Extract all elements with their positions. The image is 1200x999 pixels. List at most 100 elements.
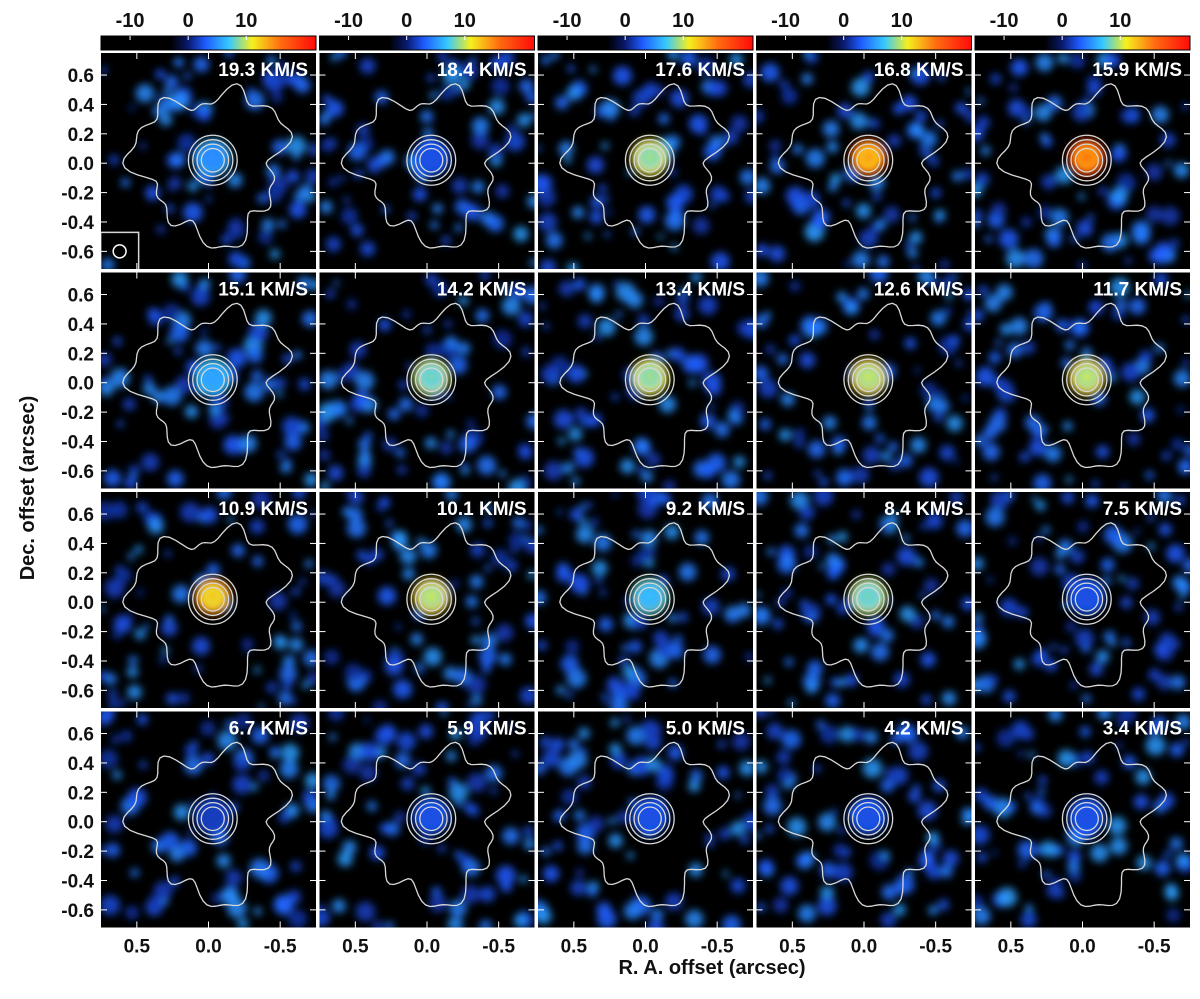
continuum-contour: [851, 143, 885, 178]
panel-ticks: [756, 711, 972, 928]
continuum-contour: [192, 797, 234, 840]
colorbar-tick-label: -10: [990, 10, 1019, 32]
noise-emission: [319, 53, 535, 267]
colorbar-tick-label: 10: [235, 10, 257, 32]
velocity-label: 11.7 KM/S: [1093, 280, 1182, 301]
noise-emission: [101, 492, 316, 708]
continuum-contour: [847, 358, 890, 401]
beam-box: [101, 231, 140, 269]
panel-ticks: [319, 272, 535, 489]
x-tick-label: -0.5: [701, 937, 734, 958]
continuum-contour: [187, 354, 238, 406]
continuum-contour: [187, 134, 238, 186]
continuum-contour: [419, 586, 444, 612]
y-tick-label: -0.4: [61, 871, 94, 892]
velocity-label: 15.9 KM/S: [1092, 60, 1182, 81]
envelope-contour: [777, 522, 949, 688]
velocity-label: 8.4 KM/S: [884, 499, 963, 520]
panel-ticks: [756, 272, 972, 489]
panel-ticks: [101, 492, 316, 708]
envelope-contour: [996, 741, 1168, 908]
noise-emission: [975, 711, 1190, 928]
colorbar-gradient: [974, 35, 1191, 51]
y-tick-label: -0.4: [61, 213, 94, 234]
x-tick-label: 0.5: [124, 937, 151, 958]
continuum-contour: [192, 578, 234, 621]
continuum-contour: [414, 362, 448, 397]
central-emission: [1068, 797, 1105, 834]
x-tick-label: -0.5: [1138, 937, 1171, 958]
continuum-contour: [200, 806, 225, 832]
continuum-contour: [406, 793, 457, 845]
channel-panels: 19.3 KM/S 18.4 KM/S 17.6 KM/S 16.8 KM/S 15.9…: [101, 53, 1190, 928]
x-tick-label: 0.5: [779, 937, 806, 958]
continuum-contour: [192, 358, 234, 401]
y-tick-label: -0.2: [61, 623, 94, 644]
continuum-contour: [410, 139, 453, 182]
velocity-label: 15.1 KM/S: [218, 280, 308, 301]
x-tick-label: 0.0: [851, 937, 877, 958]
channel-panel: 14.2 KM/S: [319, 272, 535, 489]
envelope-contour: [996, 522, 1168, 688]
y-tick-label: -0.6: [61, 242, 94, 263]
continuum-contour: [856, 367, 881, 393]
central-emission: [194, 797, 231, 834]
continuum-contour: [637, 367, 662, 393]
y-tick-label: -0.2: [61, 184, 94, 205]
envelope-contour: [340, 522, 512, 688]
channel-panel: 8.4 KM/S: [756, 492, 972, 708]
continuum-contour: [200, 147, 225, 173]
continuum-contour: [843, 573, 894, 625]
continuum-contour: [856, 147, 881, 173]
continuum-contour: [633, 362, 667, 397]
central-emission: [850, 139, 887, 176]
envelope-contour: [122, 302, 294, 469]
y-axis-label: Dec. offset (arcsec): [17, 396, 39, 581]
noise-emission: [975, 272, 1190, 489]
velocity-label: 5.0 KM/S: [666, 719, 745, 740]
continuum-contour: [187, 793, 238, 845]
envelope-contour: [122, 522, 294, 688]
central-emission: [1068, 358, 1105, 395]
central-emission: [1068, 578, 1105, 615]
noise-emission: [756, 53, 972, 269]
central-emission: [194, 578, 231, 615]
noise-emission: [101, 272, 316, 489]
channel-panel: 17.6 KM/S: [538, 53, 753, 269]
central-emission: [631, 797, 668, 834]
continuum-contour: [200, 586, 225, 612]
envelope-contour: [340, 302, 512, 469]
continuum-contour: [629, 139, 671, 182]
continuum-contour: [624, 573, 675, 625]
panel-ticks: [975, 711, 1190, 928]
central-emission: [413, 578, 450, 615]
continuum-contour: [196, 143, 230, 178]
panel-ticks: [319, 53, 535, 269]
channel-panel: 15.1 KM/S: [101, 272, 316, 489]
colorbar-tick-label: 10: [672, 10, 694, 32]
continuum-contour: [196, 801, 230, 836]
y-tick-label: 0.2: [68, 125, 94, 146]
y-tick-label: 0.4: [68, 95, 95, 116]
central-emission: [850, 578, 887, 615]
colorbar-tick-label: 10: [1109, 10, 1131, 32]
continuum-contour: [633, 143, 667, 178]
y-tick-label: -0.4: [61, 432, 94, 453]
channel-panel: 9.2 KM/S: [538, 492, 753, 708]
continuum-contour: [856, 586, 881, 612]
colorbar: -10 0 10: [319, 10, 535, 51]
envelope-contour: [559, 83, 731, 249]
central-emission: [631, 578, 668, 615]
continuum-contour: [843, 793, 894, 845]
panel-ticks: [538, 492, 753, 708]
velocity-label: 19.3 KM/S: [218, 60, 308, 81]
channel-panel: 3.4 KM/S: [975, 711, 1190, 928]
panel-ticks: [975, 272, 1190, 489]
continuum-contour: [414, 143, 448, 178]
continuum-contour: [406, 134, 457, 186]
continuum-contour: [637, 806, 662, 832]
colorbar-tick-label: 0: [401, 10, 412, 32]
x-tick-label: -0.5: [482, 937, 515, 958]
velocity-label: 14.2 KM/S: [437, 280, 527, 301]
continuum-contour: [843, 354, 894, 406]
